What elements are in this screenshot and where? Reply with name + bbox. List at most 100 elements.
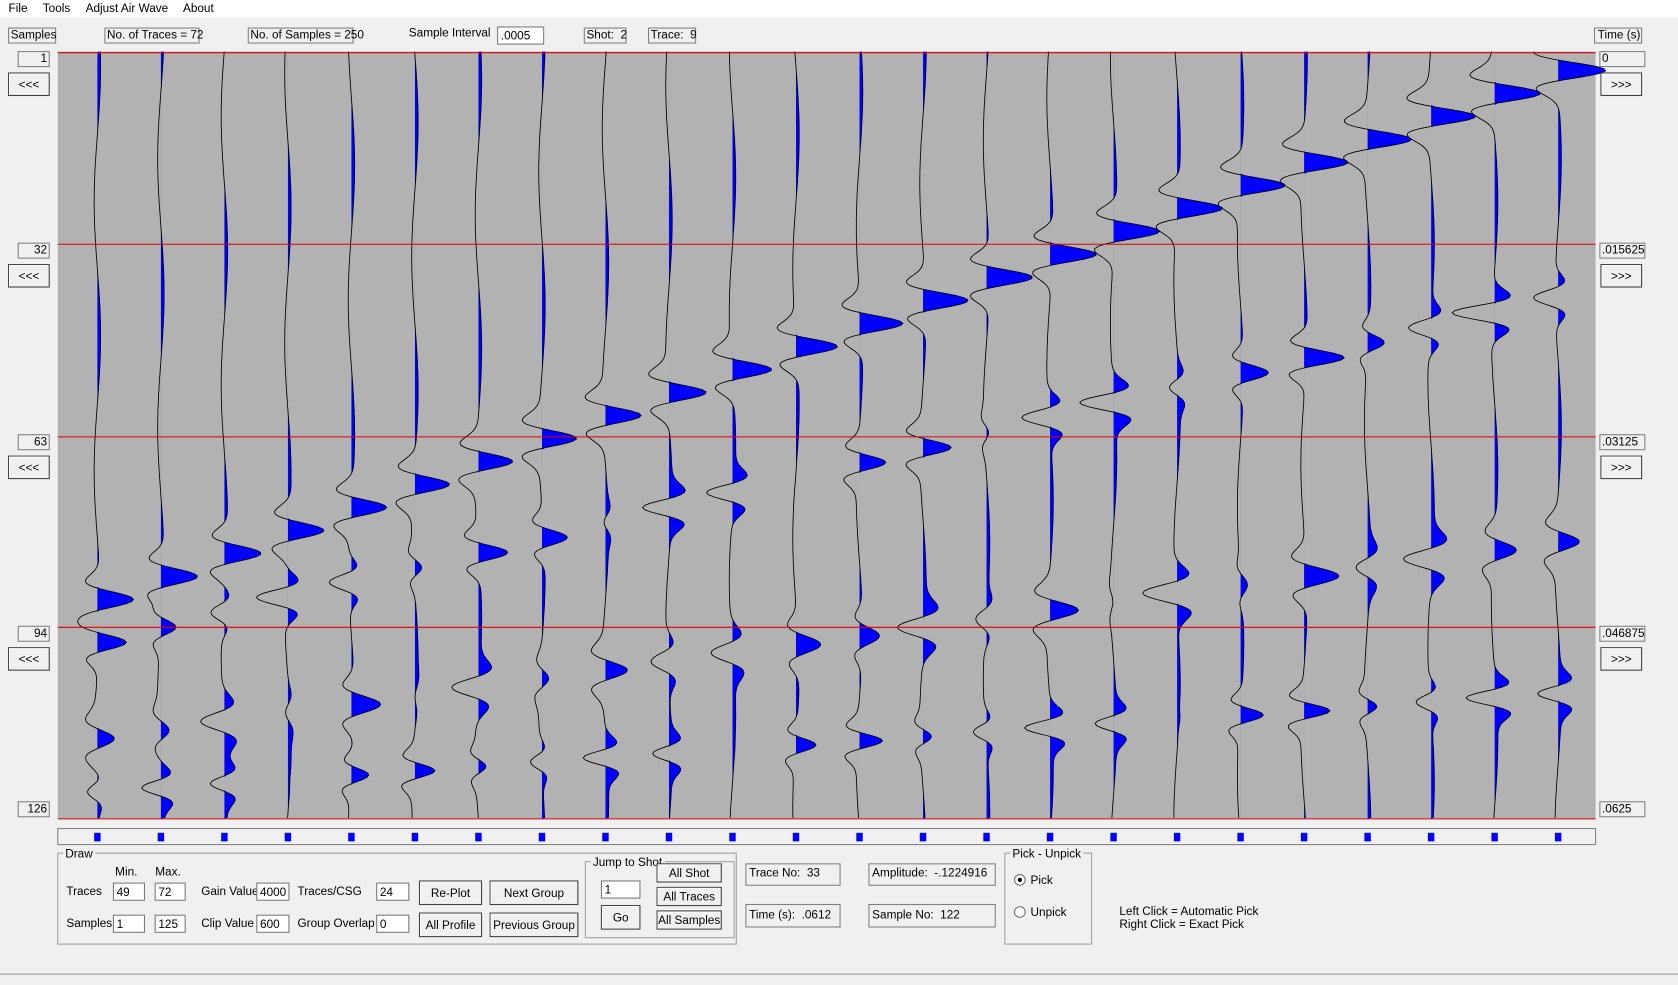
traces-min[interactable]: 49	[117, 886, 130, 899]
trace-marker[interactable]	[1427, 832, 1435, 842]
next-group-button[interactable]	[489, 880, 579, 906]
overlap[interactable]: 0	[380, 918, 387, 931]
previous-group[interactable]: Previous Group	[493, 919, 575, 932]
samples-max[interactable]: 125	[158, 918, 178, 931]
trace-marker[interactable]	[538, 832, 546, 842]
trace-marker[interactable]	[856, 832, 863, 842]
trace-marker[interactable]	[411, 832, 419, 842]
scroll-left[interactable]: <<<	[19, 653, 40, 666]
scroll-left-button[interactable]	[8, 72, 50, 97]
trace-marker[interactable]	[1046, 832, 1054, 842]
radio-unpick[interactable]	[1013, 906, 1026, 918]
go-button[interactable]	[600, 905, 641, 930]
scroll-left-button[interactable]	[8, 264, 50, 288]
menu-item[interactable]: Adjust Air Wave	[86, 2, 169, 15]
right-axis-frame	[1599, 625, 1646, 642]
overlap-box[interactable]	[376, 914, 410, 933]
all-samples-button[interactable]	[656, 910, 722, 930]
trace-marker[interactable]	[94, 832, 101, 842]
info-frame	[868, 903, 996, 928]
trace-marker[interactable]	[1237, 832, 1244, 842]
scroll-right-button[interactable]	[1600, 455, 1643, 480]
trace-marker[interactable]	[919, 832, 927, 842]
scroll-left-button[interactable]	[8, 455, 50, 480]
trace-marker[interactable]	[792, 832, 800, 842]
all-profile-button[interactable]	[418, 912, 483, 938]
clip[interactable]: 600	[260, 918, 280, 931]
gain[interactable]: 4000	[260, 886, 287, 899]
scroll-right[interactable]: >>>	[1611, 78, 1632, 91]
jump-value[interactable]: 1	[605, 884, 612, 897]
replot-button[interactable]	[418, 880, 483, 906]
trace-marker[interactable]	[1300, 832, 1308, 842]
sample-interval[interactable]: .0005	[501, 30, 531, 43]
replot[interactable]: Re-Plot	[431, 887, 471, 900]
all-traces[interactable]: All Traces	[663, 891, 715, 904]
next-group[interactable]: Next Group	[504, 887, 565, 900]
scroll-left[interactable]: <<<	[19, 462, 40, 475]
trace-wiggle	[77, 51, 135, 818]
all-profile[interactable]: All Profile	[426, 919, 476, 932]
menu-item[interactable]: About	[183, 2, 214, 15]
traces-csg-box[interactable]	[376, 882, 410, 901]
traces-min-box[interactable]	[112, 882, 146, 901]
trace-marker[interactable]	[475, 832, 482, 842]
scroll-right-button[interactable]	[1600, 647, 1643, 671]
scroll-left[interactable]: <<<	[19, 78, 40, 91]
go[interactable]: Go	[613, 912, 629, 925]
menu-item[interactable]: File	[9, 2, 28, 15]
trace-fill	[1113, 51, 1160, 819]
traces-max[interactable]: 72	[158, 886, 171, 899]
trace-wiggle	[776, 51, 838, 818]
trace-marker[interactable]	[1173, 832, 1181, 842]
scroll-left-bevel	[9, 648, 49, 670]
previous-group-button[interactable]	[489, 912, 579, 938]
clip-box[interactable]	[256, 914, 290, 933]
traces-max-box[interactable]	[154, 882, 186, 901]
all-shot[interactable]: All Shot	[669, 867, 710, 880]
menu-item[interactable]: Tools	[43, 2, 71, 15]
scroll-right[interactable]: >>>	[1611, 462, 1632, 475]
scroll-left[interactable]: <<<	[19, 270, 40, 283]
trace-marker[interactable]	[1110, 832, 1117, 842]
scroll-right-button[interactable]	[1600, 72, 1643, 97]
jump-value-box[interactable]	[600, 880, 641, 899]
trace-marker[interactable]	[1491, 832, 1498, 842]
all-traces-button[interactable]	[656, 886, 722, 907]
trace-marker[interactable]	[221, 832, 228, 842]
trace-marker[interactable]	[348, 832, 355, 842]
samples-min-box[interactable]	[112, 914, 146, 933]
sample-interval-label: Sample Interval	[409, 27, 491, 40]
trace-marker[interactable]	[602, 832, 609, 842]
scroll-right[interactable]: >>>	[1611, 270, 1632, 283]
sample-no: Sample No: 122	[872, 908, 960, 921]
trace-marker[interactable]	[665, 832, 673, 842]
samples-min[interactable]: 1	[117, 918, 124, 931]
trace-marker[interactable]	[983, 832, 990, 842]
pick-label[interactable]: Pick	[1031, 874, 1053, 887]
unpick-label[interactable]: Unpick	[1031, 906, 1067, 919]
gain-box[interactable]	[256, 882, 290, 901]
samples-max-box[interactable]	[154, 914, 186, 933]
right-axis-label: .0625	[1602, 802, 1632, 815]
shot: Shot: 2	[586, 29, 627, 42]
all-samples[interactable]: All Samples	[658, 914, 720, 927]
trace-marker[interactable]	[1364, 832, 1371, 842]
left-axis-frame	[17, 434, 50, 451]
left-axis-frame	[17, 625, 50, 642]
time: Time (s): .0612	[749, 908, 831, 921]
samples-label-frame	[8, 27, 57, 44]
sample-interval-box[interactable]	[497, 26, 545, 45]
trace-marker[interactable]	[157, 832, 165, 842]
max-label: Max.	[155, 866, 181, 879]
traces-csg[interactable]: 24	[380, 886, 394, 899]
trace-wiggle	[1343, 51, 1413, 818]
overlap-label: Group Overlap	[298, 917, 376, 930]
trace-marker[interactable]	[729, 832, 736, 842]
scroll-right-button[interactable]	[1600, 264, 1643, 288]
trace-marker[interactable]	[284, 832, 292, 842]
scroll-right[interactable]: >>>	[1611, 653, 1632, 666]
trace-marker[interactable]	[1554, 832, 1562, 842]
scroll-left-button[interactable]	[8, 647, 50, 671]
all-shot-button[interactable]	[656, 863, 722, 883]
